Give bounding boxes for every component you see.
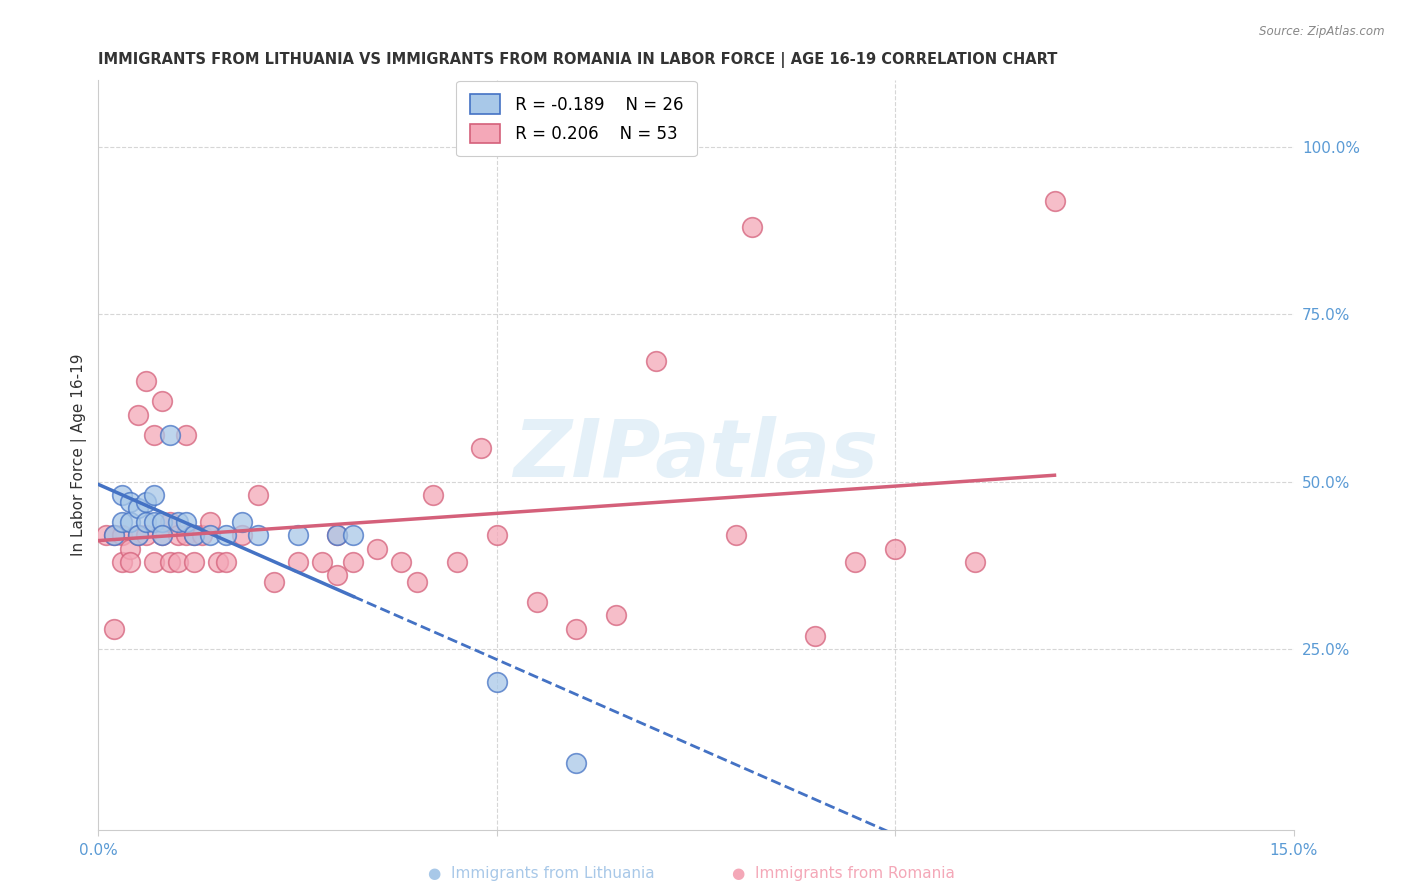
Point [741,220,763,235]
Point [246,488,269,502]
Text: ●  Immigrants from Lithuania: ● Immigrants from Lithuania [427,866,655,881]
Point [565,622,588,636]
Text: ●  Immigrants from Romania: ● Immigrants from Romania [733,866,955,881]
Point [135,494,157,508]
Point [111,515,134,529]
Point [446,555,468,569]
Text: Source: ZipAtlas.com: Source: ZipAtlas.com [1260,25,1385,38]
Point [263,575,285,590]
Point [135,528,157,542]
Point [183,528,205,542]
Point [565,756,588,770]
Point [167,528,190,542]
Legend:  R = -0.189    N = 26,  R = 0.206    N = 53: R = -0.189 N = 26, R = 0.206 N = 53 [457,81,696,156]
Point [366,541,388,556]
Point [159,515,181,529]
Point [120,541,142,556]
Point [287,555,309,569]
Point [231,528,253,542]
Text: ZIPatlas: ZIPatlas [513,416,879,494]
Point [342,555,364,569]
Point [167,555,190,569]
Point [326,568,349,582]
Point [127,528,149,542]
Point [183,555,205,569]
Point [135,515,157,529]
Point [287,528,309,542]
Point [143,555,166,569]
Point [724,528,747,542]
Point [127,408,149,422]
Point [174,528,197,542]
Point [485,675,508,690]
Point [389,555,412,569]
Point [167,515,190,529]
Point [198,515,221,529]
Point [804,628,827,642]
Point [120,494,142,508]
Point [526,595,548,609]
Text: IMMIGRANTS FROM LITHUANIA VS IMMIGRANTS FROM ROMANIA IN LABOR FORCE | AGE 16-19 : IMMIGRANTS FROM LITHUANIA VS IMMIGRANTS … [98,52,1057,68]
Point [150,515,173,529]
Point [884,541,907,556]
Point [485,528,508,542]
Point [470,442,492,455]
Point [963,555,986,569]
Point [150,528,173,542]
Point [1043,194,1066,208]
Point [207,555,229,569]
Point [326,528,349,542]
Point [342,528,364,542]
Point [150,528,173,542]
Point [127,501,149,516]
Point [645,354,668,368]
Point [159,555,181,569]
Point [215,528,238,542]
Point [174,428,197,442]
Point [103,528,125,542]
Point [127,528,149,542]
Point [183,528,205,542]
Point [198,528,221,542]
Point [143,488,166,502]
Point [120,555,142,569]
Point [422,488,444,502]
Point [103,528,125,542]
Point [159,428,181,442]
Point [311,555,333,569]
Point [215,555,238,569]
Point [111,488,134,502]
Point [150,394,173,409]
Point [231,515,253,529]
Point [120,515,142,529]
Point [246,528,269,542]
Point [96,528,118,542]
Point [135,375,157,389]
Point [326,528,349,542]
Point [605,608,627,623]
Point [174,515,197,529]
Point [143,428,166,442]
Point [103,622,125,636]
Point [844,555,866,569]
Y-axis label: In Labor Force | Age 16-19: In Labor Force | Age 16-19 [72,353,87,557]
Point [143,515,166,529]
Point [111,555,134,569]
Point [406,575,429,590]
Point [191,528,214,542]
Point [111,528,134,542]
